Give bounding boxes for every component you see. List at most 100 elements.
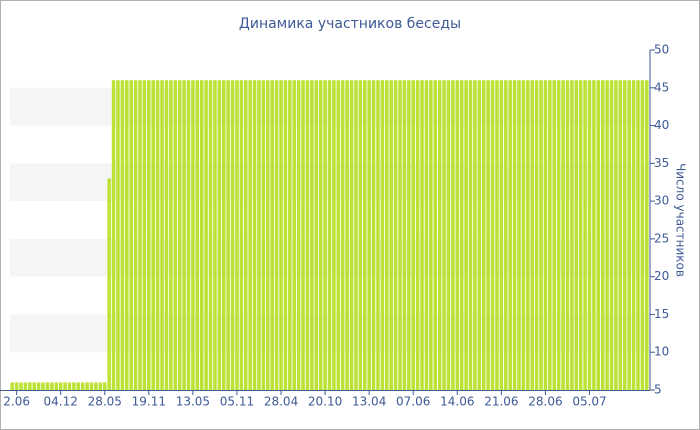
bar [19, 382, 23, 390]
x-tick-label: 20.10 [308, 395, 342, 409]
bar [508, 80, 512, 390]
bar [407, 80, 411, 390]
bar [512, 80, 517, 390]
bar [213, 80, 217, 390]
bar [164, 80, 169, 390]
bar [614, 80, 618, 390]
bar [596, 80, 601, 390]
bar [169, 80, 173, 390]
bar [336, 80, 341, 390]
bar [133, 80, 138, 390]
bar [486, 80, 490, 390]
bar [495, 80, 499, 390]
bar [173, 80, 178, 390]
bar [433, 80, 438, 390]
bar [332, 80, 336, 390]
bar [402, 80, 407, 390]
bar [98, 382, 103, 390]
bar [199, 80, 204, 390]
bar [63, 382, 67, 390]
bar [318, 80, 323, 390]
bar [138, 80, 142, 390]
bar [129, 80, 133, 390]
x-tick-label: 05.07 [572, 395, 606, 409]
x-tick-label: 05.11 [220, 395, 254, 409]
bar [446, 80, 451, 390]
y-tick-label: 5 [654, 383, 662, 397]
bar [239, 80, 244, 390]
bar [530, 80, 534, 390]
bar [296, 80, 301, 390]
bar [102, 382, 107, 390]
bar [526, 80, 530, 390]
bar [393, 80, 398, 390]
bar [389, 80, 393, 390]
bar [226, 80, 230, 390]
bar [459, 80, 464, 390]
bar [627, 80, 631, 390]
bar [380, 80, 385, 390]
bar [504, 80, 508, 390]
bar [116, 80, 120, 390]
bar [556, 80, 561, 390]
bar [111, 80, 116, 390]
bar [574, 80, 579, 390]
bar [283, 80, 288, 390]
bar [76, 382, 81, 390]
bar [270, 80, 274, 390]
bar [473, 80, 477, 390]
y-tick-label: 40 [654, 118, 669, 132]
bar [429, 80, 433, 390]
bar [45, 382, 50, 390]
bar [358, 80, 363, 390]
bar [204, 80, 208, 390]
bar [640, 80, 645, 390]
bar [252, 80, 257, 390]
bar [50, 382, 54, 390]
y-tick-label: 50 [654, 43, 669, 57]
bar [517, 80, 521, 390]
bar [217, 80, 222, 390]
x-tick-label: 28.04 [264, 395, 298, 409]
bar [14, 382, 19, 390]
x-tick-label: 04.12 [43, 395, 77, 409]
bar [420, 80, 424, 390]
bar [248, 80, 252, 390]
bar [310, 80, 314, 390]
bar [221, 80, 226, 390]
bar [323, 80, 327, 390]
bar [182, 80, 186, 390]
bar [600, 80, 605, 390]
bar [186, 80, 191, 390]
bar [565, 80, 570, 390]
bar [437, 80, 442, 390]
bar [583, 80, 587, 390]
bar [266, 80, 270, 390]
bar [23, 382, 28, 390]
bar [208, 80, 213, 390]
bar [125, 80, 129, 390]
bar [261, 80, 266, 390]
x-tick-label: 28.05 [88, 395, 122, 409]
bar [587, 80, 592, 390]
bar [618, 80, 623, 390]
bar [371, 80, 376, 390]
bar [151, 80, 155, 390]
bar [367, 80, 371, 390]
bar [41, 382, 45, 390]
bar [54, 382, 59, 390]
bar [72, 382, 76, 390]
bar [490, 80, 495, 390]
bar [561, 80, 565, 390]
bar [279, 80, 283, 390]
bar [645, 80, 649, 390]
bar [58, 382, 63, 390]
bar [10, 382, 14, 390]
bar [36, 382, 41, 390]
bar [631, 80, 636, 390]
y-tick-label: 10 [654, 345, 669, 359]
bar [80, 382, 85, 390]
bar [301, 80, 305, 390]
bar [288, 80, 292, 390]
